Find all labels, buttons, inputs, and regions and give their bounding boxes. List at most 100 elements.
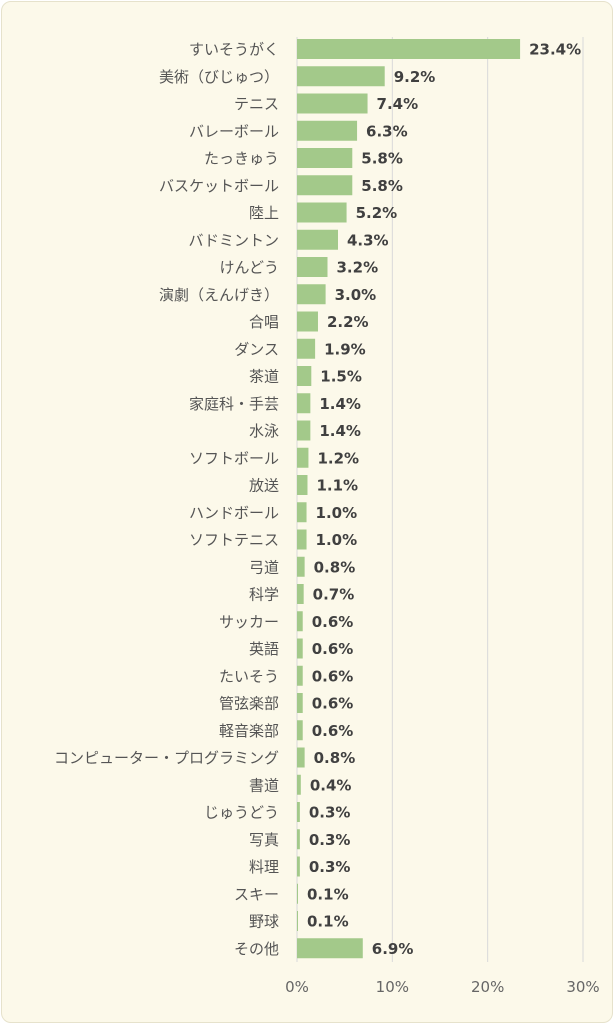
value-label: 0.6%: [312, 667, 354, 685]
bar: [297, 148, 353, 168]
bar: [297, 93, 368, 114]
category-label: たっきゅう: [204, 150, 279, 168]
category-label: けんどう: [219, 259, 279, 277]
category-label: すいそうがく: [189, 41, 279, 59]
bar: [297, 202, 347, 223]
category-label: 美術（びじゅつ）: [159, 68, 279, 86]
bar: [297, 911, 298, 931]
bar: [297, 502, 307, 523]
category-label: その他: [234, 940, 279, 958]
value-label: 23.4%: [529, 41, 581, 59]
x-tick-label: 10%: [376, 978, 409, 996]
bar: [297, 366, 312, 386]
bar: [297, 693, 303, 713]
bar: [297, 66, 385, 87]
value-label: 1.2%: [317, 449, 359, 467]
value-label: 0.1%: [307, 913, 349, 931]
category-label: 放送: [249, 477, 279, 495]
bar: [297, 665, 303, 686]
category-label: 家庭科・手芸: [189, 395, 279, 413]
category-label: 茶道: [249, 368, 279, 386]
value-label: 1.1%: [316, 477, 358, 495]
value-label: 0.7%: [313, 586, 355, 604]
value-label: 0.3%: [309, 831, 351, 849]
value-label: 0.6%: [312, 640, 354, 658]
category-label: ソフトテニス: [189, 531, 279, 549]
category-label: 料理: [249, 858, 279, 876]
x-tick-label: 30%: [566, 978, 599, 996]
category-label: 合唱: [249, 313, 279, 331]
bar: [297, 774, 301, 795]
bar: [297, 420, 311, 441]
category-label: 科学: [249, 586, 279, 604]
value-label: 5.2%: [356, 204, 398, 222]
value-label: 0.8%: [314, 558, 356, 576]
bar: [297, 584, 304, 604]
bar: [297, 529, 307, 550]
value-label: 0.6%: [312, 613, 354, 631]
value-label: 2.2%: [327, 313, 369, 331]
bar: [297, 747, 305, 768]
value-label: 6.3%: [366, 122, 408, 140]
value-label: 0.8%: [314, 749, 356, 767]
value-label: 1.4%: [319, 395, 361, 413]
category-label: ハンドボール: [189, 504, 279, 522]
value-label: 9.2%: [394, 68, 436, 86]
bar: [297, 720, 303, 741]
category-label: 写真: [249, 831, 279, 849]
category-label: 管弦楽部: [219, 695, 279, 713]
value-label: 5.8%: [361, 177, 403, 195]
bar: [297, 311, 318, 332]
category-label: 軽音楽部: [219, 722, 279, 740]
category-label: コンピューター・プログラミング: [54, 749, 279, 767]
category-label: 水泳: [249, 422, 279, 440]
category-label: たいそう: [219, 667, 279, 685]
bar: [297, 556, 305, 577]
bar: [297, 175, 353, 196]
bar: [297, 883, 298, 904]
value-label: 1.0%: [316, 504, 358, 522]
bar: [297, 802, 300, 822]
category-label: テニス: [234, 95, 279, 113]
x-tick-label: 0%: [285, 978, 309, 996]
value-label: 0.6%: [312, 722, 354, 740]
bar: [297, 856, 300, 877]
category-label: 英語: [249, 640, 279, 658]
value-label: 1.0%: [316, 531, 358, 549]
value-label: 0.3%: [309, 804, 351, 822]
bar: [297, 938, 363, 959]
value-label: 1.5%: [320, 368, 362, 386]
bar: [297, 257, 328, 277]
category-label: スキー: [234, 885, 279, 903]
category-label: バドミントン: [189, 231, 279, 249]
category-label: 陸上: [249, 204, 279, 222]
value-label: 3.2%: [337, 259, 379, 277]
value-label: 1.4%: [319, 422, 361, 440]
bar: [297, 393, 311, 414]
bar: [297, 829, 300, 850]
category-label: ダンス: [234, 340, 279, 358]
value-label: 0.1%: [307, 885, 349, 903]
value-label: 5.8%: [361, 150, 403, 168]
category-label: 演劇（えんげき）: [159, 286, 279, 304]
bar: [297, 475, 308, 495]
value-label: 0.6%: [312, 695, 354, 713]
value-label: 7.4%: [377, 95, 419, 113]
category-label: 書道: [249, 776, 279, 794]
bar: [297, 338, 316, 359]
x-tick-label: 20%: [471, 978, 504, 996]
bar: [297, 120, 358, 141]
value-label: 6.9%: [372, 940, 414, 958]
value-label: 1.9%: [324, 340, 366, 358]
value-label: 0.4%: [310, 776, 352, 794]
category-label: 野球: [249, 913, 279, 931]
value-label: 0.3%: [309, 858, 351, 876]
category-label: 弓道: [249, 558, 279, 576]
category-label: ソフトボール: [189, 449, 279, 467]
bar: [297, 39, 521, 59]
category-label: バレーボール: [189, 122, 279, 140]
value-label: 3.0%: [335, 286, 377, 304]
bar: [297, 284, 326, 305]
